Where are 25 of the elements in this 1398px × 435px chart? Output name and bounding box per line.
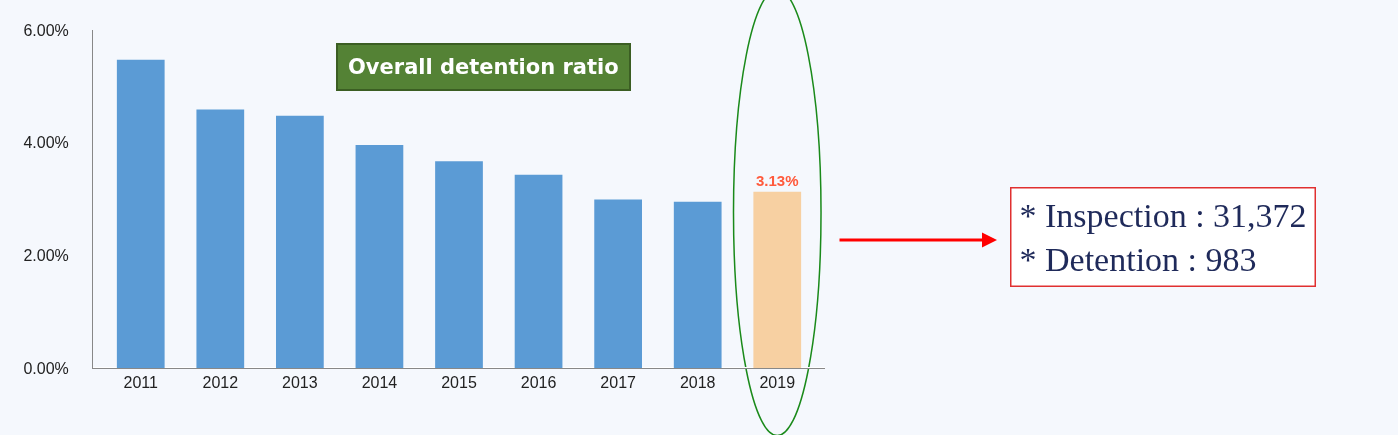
bar bbox=[196, 109, 245, 368]
x-tick-label: 2011 bbox=[123, 374, 159, 392]
bar bbox=[594, 199, 642, 368]
x-tick-label: 2014 bbox=[361, 374, 398, 392]
text: * Inspection : 31,372 * Detention : 983 bbox=[1019, 196, 1307, 278]
data-label: 3.13% bbox=[755, 171, 799, 189]
bar bbox=[753, 191, 802, 368]
bar bbox=[673, 201, 722, 368]
bar bbox=[276, 115, 324, 368]
y-tick-label: 2.00% bbox=[23, 246, 69, 264]
x-tick-label: 2016 bbox=[520, 374, 557, 392]
x-tick-label: 2012 bbox=[202, 374, 239, 392]
bar bbox=[514, 174, 563, 368]
bar bbox=[355, 144, 404, 368]
y-tick-label: 6.00% bbox=[23, 21, 69, 39]
bar bbox=[435, 161, 483, 368]
bar bbox=[116, 59, 165, 368]
text: Overall detention ratio bbox=[348, 55, 619, 79]
x-tick-label: 2013 bbox=[282, 374, 318, 392]
x-tick-label: 2019 bbox=[759, 374, 796, 392]
y-tick-label: 4.00% bbox=[23, 134, 69, 152]
x-tick-label: 2017 bbox=[600, 374, 637, 392]
x-tick-label: 2018 bbox=[679, 374, 716, 392]
y-tick-label: 0.00% bbox=[23, 359, 69, 377]
x-tick-label: 2015 bbox=[441, 374, 477, 392]
